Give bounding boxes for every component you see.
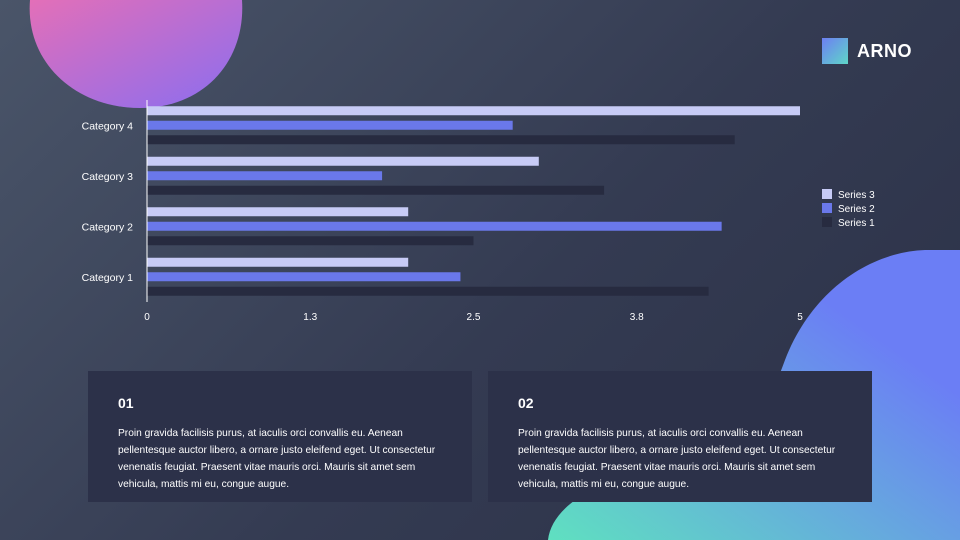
card-number: 02 — [518, 395, 534, 411]
legend-swatch — [822, 189, 832, 199]
x-tick-label: 5 — [797, 312, 803, 323]
bar-series-3-category-4 — [147, 106, 800, 116]
bar-series-1-category-1 — [147, 286, 709, 296]
info-card-1: 01 Proin gravida facilisis purus, at iac… — [88, 371, 472, 502]
logo-square-icon — [822, 38, 848, 64]
legend-label: Series 1 — [838, 218, 875, 229]
category-label: Category 1 — [82, 272, 134, 284]
card-text: Proin gravida facilisis purus, at iaculi… — [518, 428, 836, 490]
bar-series-3-category-2 — [147, 207, 409, 217]
legend-label: Series 2 — [838, 204, 875, 215]
bar-series-2-category-4 — [147, 120, 513, 130]
x-tick-label: 0 — [144, 312, 150, 323]
category-label: Category 2 — [82, 221, 134, 233]
bar-series-1-category-4 — [147, 135, 735, 145]
info-card-2: 02 Proin gravida facilisis purus, at iac… — [488, 371, 872, 502]
category-label: Category 3 — [82, 171, 134, 183]
bar-series-2-category-2 — [147, 221, 722, 231]
legend-swatch — [822, 203, 832, 213]
category-label: Category 4 — [82, 120, 134, 132]
legend-swatch — [822, 217, 832, 227]
card-text: Proin gravida facilisis purus, at iaculi… — [118, 428, 436, 490]
bar-series-1-category-2 — [147, 236, 474, 246]
card-number: 01 — [118, 395, 134, 411]
brand-name: ARNO — [857, 40, 912, 61]
legend-label: Series 3 — [838, 190, 875, 201]
x-tick-label: 3.8 — [630, 312, 644, 323]
bar-series-2-category-1 — [147, 272, 461, 282]
x-tick-label: 2.5 — [467, 312, 481, 323]
x-tick-label: 1.3 — [303, 312, 317, 323]
bar-series-1-category-3 — [147, 185, 605, 195]
bar-series-3-category-1 — [147, 257, 409, 267]
bar-series-3-category-3 — [147, 156, 539, 166]
bar-series-2-category-3 — [147, 171, 383, 181]
brand-logo: ARNO — [822, 38, 912, 64]
